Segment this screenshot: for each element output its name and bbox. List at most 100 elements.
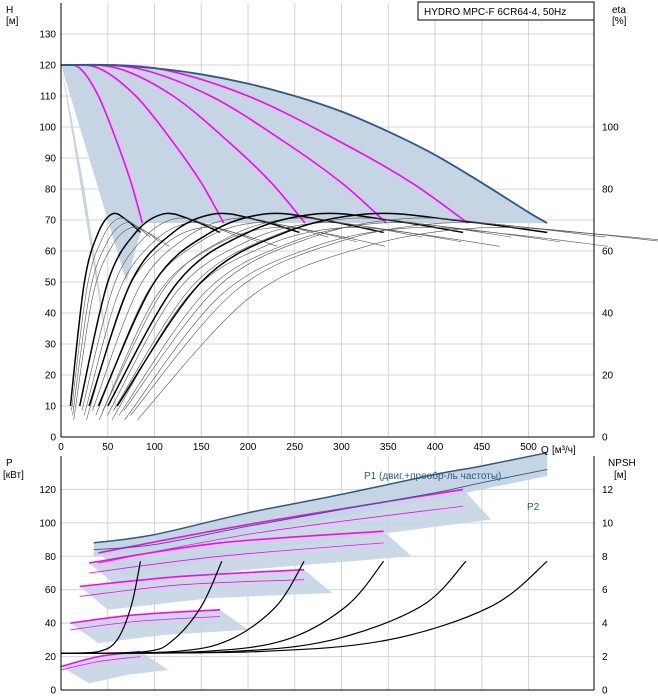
power-p1-curve (98, 488, 464, 554)
y2-tick-label: 20 (602, 371, 614, 382)
x-tick-label: 400 (427, 442, 444, 453)
efficiency-curve-reduced (111, 227, 500, 421)
y-tick-label: 80 (45, 185, 57, 196)
power-p2-curve (70, 616, 221, 631)
y-tick-label: 60 (45, 247, 57, 258)
y-tick-label: 130 (39, 30, 56, 41)
y-axis-unit-p: [кВт] (3, 470, 24, 481)
npsh-tick-label: 0 (602, 686, 608, 697)
efficiency-curve-reduced (98, 227, 386, 421)
y-tick-label: 110 (40, 92, 56, 103)
efficiency-curve-reduced (72, 222, 160, 416)
y2-axis-label-npsh: NPSH (608, 458, 636, 469)
y-tick-label: 30 (45, 340, 57, 351)
efficiency-curve (88, 212, 300, 407)
npsh-tick-label: 4 (602, 619, 608, 630)
legend-p2: P2 (527, 502, 540, 513)
y-axis-unit-h: [м] (6, 16, 19, 27)
efficiency-curve-reduced (107, 222, 462, 416)
max-head-curve (60, 63, 548, 224)
y-tick-label: 40 (45, 309, 57, 320)
y-tick-label: 50 (45, 278, 57, 289)
p-tick-label: 120 (39, 485, 56, 496)
x-axis-label-q: Q (541, 445, 549, 456)
efficiency-curves (69, 212, 658, 421)
y-tick-label: 90 (45, 154, 57, 165)
efficiency-curve-reduced (130, 222, 658, 416)
npsh-tick-label: 12 (602, 485, 614, 496)
y2-tick-label: 0 (602, 433, 608, 444)
y-tick-label: 70 (45, 216, 57, 227)
npsh-curve (60, 560, 548, 654)
head-envelope-area (61, 65, 548, 422)
power-p1-curve (70, 609, 221, 624)
speed-curve (60, 63, 306, 224)
head-curves (60, 63, 548, 224)
power-curves (60, 451, 548, 671)
efficiency-curve-reduced (83, 222, 259, 416)
x-tick-label: 300 (333, 442, 350, 453)
chart-title: HYDRO MPC-F 6CR64-4, 50Hz (424, 7, 566, 18)
efficiency-curve (97, 212, 384, 407)
head-axes: 0 10 20 30 40 50 60 70 80 90 100 110 120 130 0 50 100 150… (39, 3, 619, 453)
power-band-area (79, 569, 333, 610)
head-envelope (61, 65, 548, 422)
efficiency-curve-reduced (137, 227, 658, 421)
npsh-tick-label: 8 (602, 552, 608, 563)
power-p1-curve (79, 568, 305, 588)
power-p2-max-curve (93, 468, 548, 551)
x-tick-label: 0 (58, 442, 64, 453)
power-bands (61, 452, 548, 684)
efficiency-curve-reduced (81, 217, 240, 411)
power-axes: 0 20 40 60 80 100 120 0 2 4 6 8 10 12 (39, 456, 614, 697)
power-p2-curve (98, 505, 464, 564)
x-tick-label: 200 (240, 442, 257, 453)
y-tick-label: 10 (45, 402, 57, 413)
npsh-curves (60, 560, 548, 654)
p-tick-label: 20 (45, 652, 57, 663)
efficiency-curve (107, 212, 464, 407)
y-axis-label-h: H (6, 5, 13, 16)
npsh-tick-label: 6 (602, 585, 608, 596)
efficiency-curve-reduced (118, 222, 560, 416)
speed-curve (60, 63, 225, 224)
power-p2-curve (79, 579, 305, 597)
efficiency-curve-reduced (95, 222, 357, 416)
efficiency-curve-reduced (73, 227, 170, 420)
y-tick-label: 0 (50, 433, 56, 444)
y2-tick-label: 80 (602, 185, 614, 196)
x-tick-label: 450 (473, 442, 490, 453)
p-tick-label: 0 (50, 686, 56, 697)
title-box (417, 1, 595, 21)
power-p1-curve (88, 530, 384, 564)
power-p2-curve (60, 656, 141, 671)
x-tick-label: 50 (102, 442, 114, 453)
y2-tick-label: 40 (602, 309, 614, 320)
y2-axis-label-eta: eta (612, 5, 626, 16)
power-p2-curve (89, 542, 384, 574)
power-band-area (70, 609, 249, 644)
y-axis-label-p: P (6, 458, 13, 469)
y2-axis-unit-npsh: [м] (614, 470, 627, 481)
x-tick-label: 350 (380, 442, 397, 453)
x-tick-label: 500 (520, 442, 537, 453)
npsh-tick-label: 10 (602, 518, 614, 529)
y-tick-label: 100 (39, 123, 56, 134)
p-tick-label: 60 (45, 585, 57, 596)
y2-tick-label: 100 (602, 123, 619, 134)
power-band-area (89, 531, 412, 587)
speed-curve (60, 63, 144, 224)
x-tick-label: 250 (286, 442, 303, 453)
power-p1-max-curve (93, 451, 548, 544)
x-tick-label: 100 (146, 442, 163, 453)
power-band-area (98, 489, 492, 577)
y-tick-label: 20 (45, 371, 57, 382)
power-max-band (93, 452, 548, 557)
p-tick-label: 40 (45, 619, 57, 630)
y2-tick-label: 60 (602, 247, 614, 258)
x-tick-label: 150 (193, 442, 210, 453)
p-tick-label: 80 (45, 552, 57, 563)
legend-p1: P1 (двиг.+преобр-ль частоты) (364, 470, 501, 482)
x-axis-unit-q: [м³/ч] (552, 445, 576, 456)
efficiency-curve (116, 212, 548, 407)
